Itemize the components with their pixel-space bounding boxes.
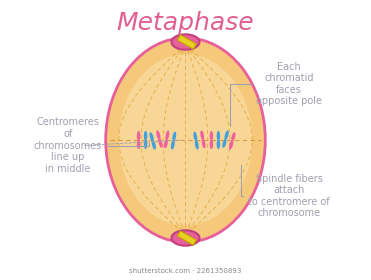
Ellipse shape bbox=[150, 132, 154, 142]
Ellipse shape bbox=[171, 34, 200, 50]
Ellipse shape bbox=[107, 39, 264, 241]
Ellipse shape bbox=[210, 131, 213, 141]
Ellipse shape bbox=[202, 139, 206, 148]
FancyBboxPatch shape bbox=[178, 35, 196, 49]
Ellipse shape bbox=[224, 130, 229, 140]
Ellipse shape bbox=[217, 139, 220, 149]
Ellipse shape bbox=[195, 140, 199, 150]
Ellipse shape bbox=[222, 138, 227, 148]
Ellipse shape bbox=[173, 132, 176, 141]
Ellipse shape bbox=[210, 139, 213, 149]
Ellipse shape bbox=[193, 132, 197, 141]
Ellipse shape bbox=[119, 54, 252, 226]
Ellipse shape bbox=[171, 230, 200, 246]
Ellipse shape bbox=[231, 132, 236, 142]
Text: Centromeres
of
chromosomes
line up
in middle: Centromeres of chromosomes line up in mi… bbox=[34, 117, 149, 174]
Text: Spindle fibers
attach
to centromere of
chromosome: Spindle fibers attach to centromere of c… bbox=[242, 165, 330, 218]
Ellipse shape bbox=[171, 140, 175, 150]
Text: shutterstock.com · 2261350893: shutterstock.com · 2261350893 bbox=[129, 269, 242, 274]
Ellipse shape bbox=[137, 139, 140, 149]
FancyBboxPatch shape bbox=[178, 231, 196, 245]
Ellipse shape bbox=[156, 130, 161, 140]
Ellipse shape bbox=[200, 130, 204, 140]
Ellipse shape bbox=[164, 139, 168, 148]
Text: Each
chromatid
faces
opposite pole: Each chromatid faces opposite pole bbox=[230, 62, 322, 126]
Text: Metaphase: Metaphase bbox=[117, 11, 254, 35]
Ellipse shape bbox=[144, 139, 147, 149]
Ellipse shape bbox=[104, 36, 267, 244]
Ellipse shape bbox=[229, 140, 233, 150]
Ellipse shape bbox=[158, 138, 162, 148]
Ellipse shape bbox=[165, 130, 169, 140]
Ellipse shape bbox=[152, 140, 156, 150]
Ellipse shape bbox=[217, 131, 220, 141]
Ellipse shape bbox=[144, 131, 147, 141]
Ellipse shape bbox=[137, 131, 140, 141]
